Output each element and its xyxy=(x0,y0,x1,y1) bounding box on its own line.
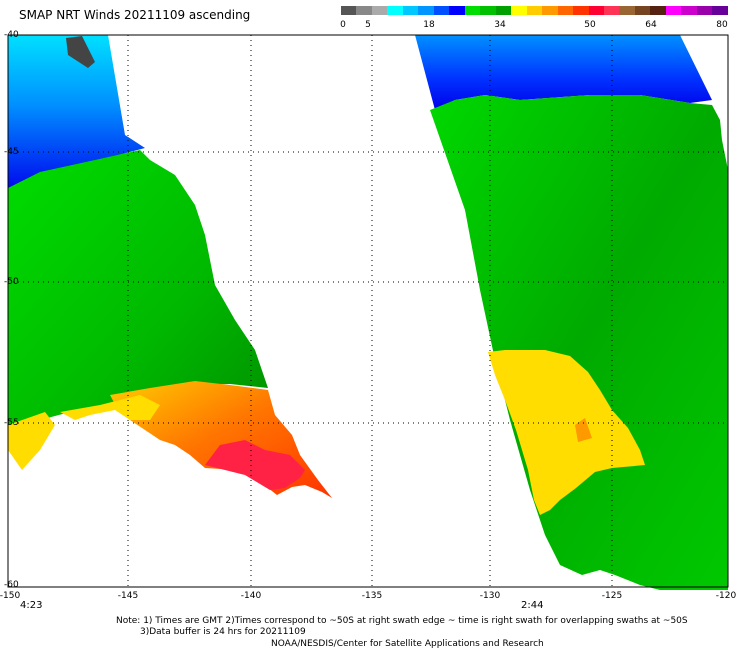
colorbar-swatch xyxy=(341,6,357,15)
colorbar-swatch xyxy=(511,6,527,15)
lat-label: -40 xyxy=(4,30,19,40)
colorbar-swatch xyxy=(449,6,465,15)
lon-label: -150 xyxy=(0,591,21,601)
left-swath xyxy=(8,35,332,498)
calm-patch xyxy=(66,36,95,68)
lat-label: -55 xyxy=(4,418,19,428)
colorbar-swatch xyxy=(712,6,728,15)
colorbar-swatch xyxy=(526,6,543,15)
lat-label: -60 xyxy=(4,580,19,590)
colorbar-swatch xyxy=(542,6,558,15)
colorbar-swatch xyxy=(557,6,574,15)
note-line-2: 3)Data buffer is 24 hrs for 20211109 xyxy=(140,627,306,637)
left-swath-yellow-fringe xyxy=(60,395,160,420)
map-frame xyxy=(7,34,729,588)
note-line-1: Note: 1) Times are GMT 2)Times correspon… xyxy=(116,616,688,626)
colorbar-swatch xyxy=(573,6,589,15)
colorbar-label: 80 xyxy=(716,20,728,30)
colorbar-swatch xyxy=(665,6,682,15)
swath-time-right: 2:44 xyxy=(521,600,544,611)
colorbar-label: 64 xyxy=(645,20,657,30)
colorbar-swatch xyxy=(696,6,713,15)
lon-label: -140 xyxy=(240,591,262,601)
colorbar-label: 34 xyxy=(494,20,506,30)
colorbar-label: 50 xyxy=(584,20,596,30)
right-swath xyxy=(415,35,728,590)
colorbar-swatch xyxy=(619,6,635,15)
left-swath-strong-wind xyxy=(8,412,55,470)
left-swath-gale xyxy=(205,440,305,490)
colorbar-label: 5 xyxy=(365,20,371,30)
right-swath-strong-wind xyxy=(488,350,645,515)
colorbar-swatch xyxy=(603,6,620,15)
credit-line: NOAA/NESDIS/Center for Satellite Applica… xyxy=(271,639,544,649)
map-title: SMAP NRT Winds 20211109 ascending xyxy=(19,8,251,22)
graticule xyxy=(8,35,728,587)
lon-label: -135 xyxy=(361,591,383,601)
colorbar xyxy=(341,6,728,15)
colorbar-swatch xyxy=(371,6,388,15)
lon-label: -125 xyxy=(601,591,623,601)
colorbar-label: 18 xyxy=(423,20,435,30)
colorbar-swatch xyxy=(495,6,512,15)
colorbar-label: 0 xyxy=(340,20,346,30)
lon-label: -120 xyxy=(715,591,737,601)
right-swath-low-wind xyxy=(415,35,712,110)
colorbar-swatch xyxy=(418,6,434,15)
colorbar-swatch xyxy=(464,6,481,15)
colorbar-swatch xyxy=(433,6,450,15)
lat-label: -45 xyxy=(4,147,19,157)
lon-label: -145 xyxy=(117,591,139,601)
colorbar-swatch xyxy=(402,6,419,15)
colorbar-swatch xyxy=(387,6,403,15)
left-swath-low-wind xyxy=(8,35,145,190)
colorbar-swatch xyxy=(634,6,651,15)
colorbar-swatch xyxy=(480,6,496,15)
lon-label: -130 xyxy=(479,591,501,601)
colorbar-swatch xyxy=(681,6,697,15)
right-swath-moderate-wind xyxy=(430,95,728,590)
colorbar-swatch xyxy=(588,6,604,15)
swath-time-left: 4:23 xyxy=(20,600,43,611)
colorbar-swatch xyxy=(356,6,372,15)
lat-label: -50 xyxy=(4,277,19,287)
right-swath-orange-cell xyxy=(575,418,592,442)
left-swath-moderate-wind xyxy=(8,150,268,435)
colorbar-swatch xyxy=(650,6,666,15)
